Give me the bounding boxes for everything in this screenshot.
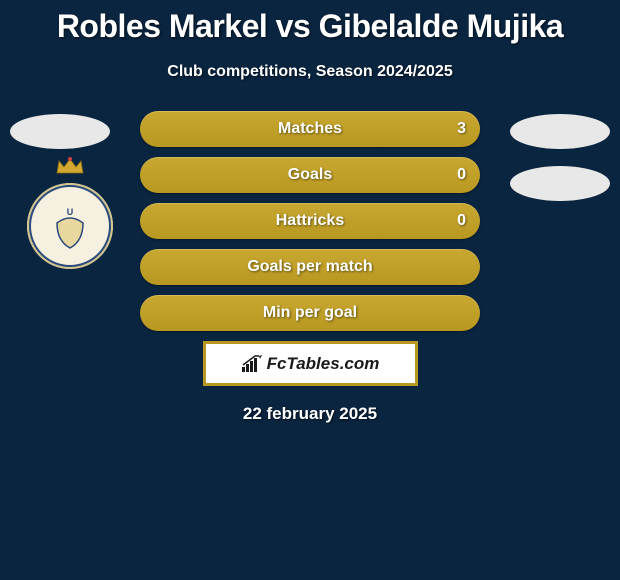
brand-text: FcTables.com bbox=[267, 354, 380, 374]
date-text: 22 february 2025 bbox=[0, 404, 620, 424]
stat-label: Matches bbox=[278, 120, 342, 138]
stat-value: 3 bbox=[457, 120, 466, 138]
svg-text:U: U bbox=[67, 207, 74, 217]
club-badge-icon: U bbox=[20, 171, 120, 271]
stat-label: Hattricks bbox=[276, 212, 344, 230]
stat-row-matches: Matches 3 bbox=[140, 111, 480, 147]
page-title: Robles Markel vs Gibelalde Mujika bbox=[0, 0, 620, 45]
stat-row-min-per-goal: Min per goal bbox=[140, 295, 480, 331]
stat-label: Goals bbox=[288, 166, 332, 184]
stats-area: U Matches 3 Goals 0 Hattricks 0 Goals pe… bbox=[0, 111, 620, 424]
stat-row-goals-per-match: Goals per match bbox=[140, 249, 480, 285]
club-crest-icon: U bbox=[27, 183, 113, 269]
player-right-placeholder-icon bbox=[510, 166, 610, 201]
subtitle: Club competitions, Season 2024/2025 bbox=[0, 63, 620, 81]
stat-row-goals: Goals 0 bbox=[140, 157, 480, 193]
player-left-placeholder-icon bbox=[10, 114, 110, 149]
stat-label: Min per goal bbox=[263, 304, 357, 322]
stat-value: 0 bbox=[457, 166, 466, 184]
brand-chart-icon bbox=[241, 355, 263, 373]
player-right-placeholder-icon bbox=[510, 114, 610, 149]
brand-box[interactable]: FcTables.com bbox=[203, 341, 418, 386]
stat-row-hattricks: Hattricks 0 bbox=[140, 203, 480, 239]
stat-label: Goals per match bbox=[247, 258, 372, 276]
stat-value: 0 bbox=[457, 212, 466, 230]
crown-icon bbox=[55, 157, 85, 175]
